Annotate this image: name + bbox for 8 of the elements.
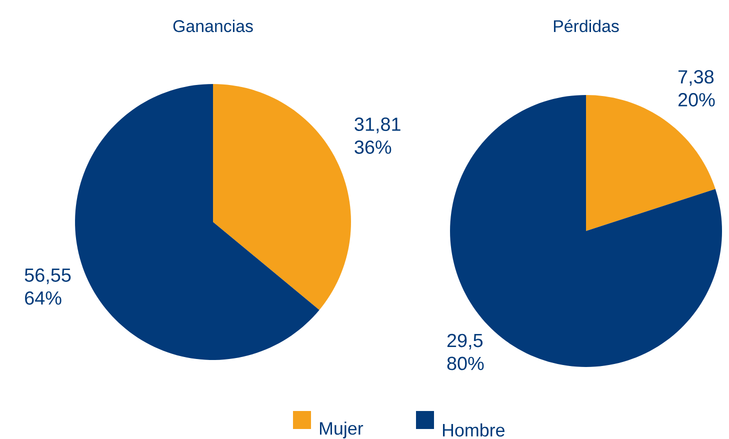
chart-title: Ganancias xyxy=(173,20,253,32)
data-label: 56,55 64% xyxy=(24,268,71,305)
data-label: 29,5 80% xyxy=(447,334,484,370)
chart-title: Pérdidas xyxy=(554,20,619,32)
data-label: 7,38 20% xyxy=(678,70,715,106)
legend-label: Mujer xyxy=(320,422,364,438)
legend-label: Hombre xyxy=(442,423,504,437)
data-label: 31,81 36% xyxy=(354,118,400,154)
